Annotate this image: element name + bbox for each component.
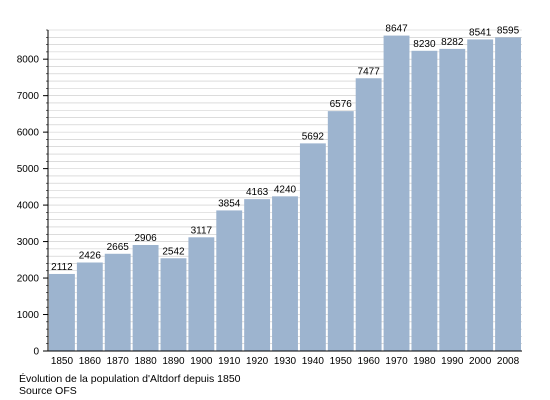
y-tick-label-6000: 6000	[17, 128, 40, 139]
data-label-1950: 6576	[330, 99, 353, 110]
bar-1910	[216, 210, 243, 351]
x-tick-label-1880: 1880	[134, 356, 157, 367]
data-label-2008: 8595	[497, 25, 520, 36]
bar-1950	[327, 111, 354, 351]
bar-1890	[160, 258, 187, 351]
y-tick-label-5000: 5000	[17, 164, 40, 175]
data-label-1850: 2112	[51, 262, 73, 273]
x-tick-label-1890: 1890	[162, 356, 185, 367]
data-labels: 2112 1850 2426 1860 2665 1870 2906 1880 2542 1890…	[51, 24, 520, 367]
y-tick-label-7000: 7000	[17, 91, 40, 102]
bar-2008	[495, 37, 521, 351]
bar-1930	[272, 196, 298, 351]
bar-1880	[132, 244, 159, 351]
bar-1920	[244, 199, 271, 351]
bar-2000	[467, 39, 494, 352]
x-tick-label-1850: 1850	[51, 356, 74, 367]
axes: 0 1000 2000 3000 4000 5000 6000 7000 8000	[17, 29, 522, 358]
x-tick-label-1860: 1860	[79, 356, 102, 367]
bar-1990	[439, 48, 466, 351]
data-label-1880: 2906	[134, 233, 157, 244]
data-label-1980: 8230	[413, 39, 436, 50]
x-tick-label-1920: 1920	[246, 356, 269, 367]
x-tick-label-1970: 1970	[385, 356, 408, 367]
y-tick-label-1000: 1000	[17, 310, 40, 321]
x-tick-label-2000: 2000	[469, 356, 492, 367]
data-label-1900: 3117	[191, 225, 213, 236]
data-label-1920: 4163	[246, 187, 269, 198]
y-tick-label-2000: 2000	[17, 274, 40, 285]
x-tick-label-1930: 1930	[274, 356, 297, 367]
data-label-1910: 3854	[218, 198, 241, 209]
x-tick-label-1960: 1960	[358, 356, 381, 367]
y-tick-label-8000: 8000	[17, 55, 40, 66]
bar-1860	[76, 262, 103, 351]
bar-1970	[383, 35, 410, 351]
x-tick-label-1940: 1940	[302, 356, 325, 367]
bar-1850	[49, 273, 75, 351]
bar-1870	[104, 253, 131, 351]
x-tick-label-1910: 1910	[218, 356, 241, 367]
y-tick-label-0: 0	[33, 347, 39, 358]
data-label-1860: 2426	[79, 251, 102, 262]
data-label-1870: 2665	[107, 242, 130, 253]
x-tick-label-1870: 1870	[107, 356, 130, 367]
data-label-1930: 4240	[274, 184, 297, 195]
x-tick-label-1900: 1900	[190, 356, 213, 367]
y-tick-label-4000: 4000	[17, 201, 40, 212]
data-label-1970: 8647	[385, 24, 408, 35]
bar-1900	[188, 237, 215, 351]
x-tick-label-1990: 1990	[441, 356, 464, 367]
data-label-1990: 8282	[441, 37, 464, 48]
bar-1940	[299, 143, 326, 351]
data-label-1890: 2542	[162, 246, 185, 257]
bar-1960	[355, 78, 382, 351]
x-tick-label-1980: 1980	[413, 356, 436, 367]
chart-source: Source OFS	[19, 385, 77, 397]
chart-caption: Évolution de la population d'Altdorf dep…	[19, 373, 241, 385]
bar-1980	[411, 50, 438, 351]
data-label-1940: 5692	[302, 131, 325, 142]
data-label-2000: 8541	[469, 27, 492, 38]
data-label-1960: 7477	[358, 66, 381, 77]
x-tick-label-2008: 2008	[497, 356, 520, 367]
bars	[49, 35, 521, 352]
x-tick-label-1950: 1950	[330, 356, 353, 367]
y-tick-label-3000: 3000	[17, 237, 40, 248]
